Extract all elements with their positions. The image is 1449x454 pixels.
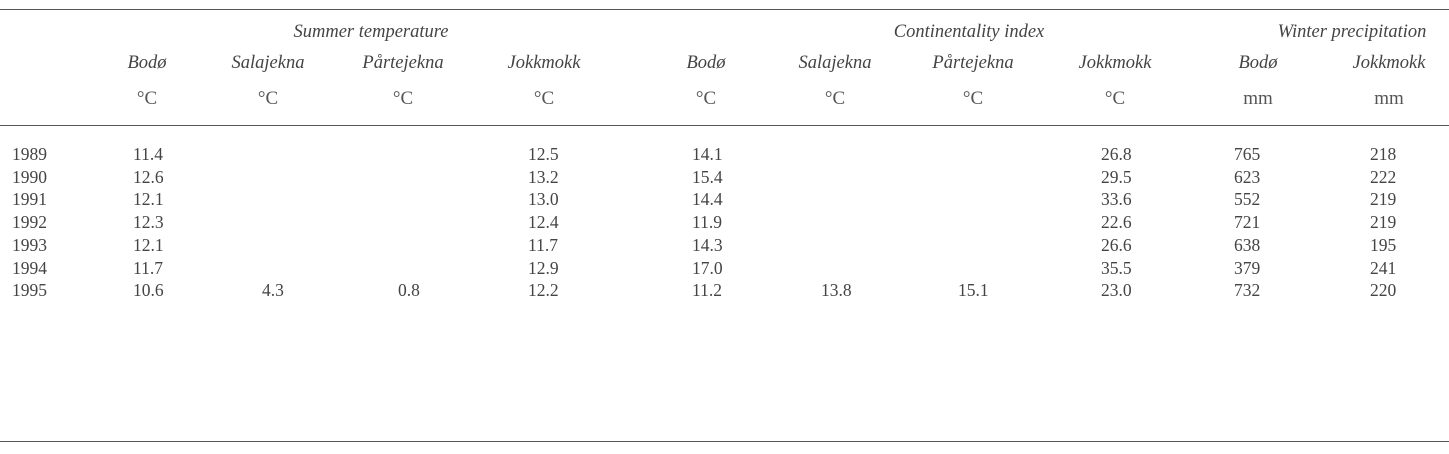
table-cell: 12.1 — [133, 235, 164, 255]
row-year: 1995 — [12, 280, 47, 300]
table-cell: 11.7 — [133, 258, 163, 278]
group-title: Winter precipitation — [1277, 22, 1427, 42]
column-unit: °C — [695, 88, 717, 109]
table-cell: 11.2 — [692, 280, 722, 300]
column-header: Bodø — [1238, 53, 1278, 73]
table-cell: 219 — [1370, 189, 1397, 209]
row-year: 1991 — [12, 189, 47, 209]
row-year: 1989 — [12, 144, 47, 164]
column-header: Salajekna — [798, 53, 872, 73]
column-unit: °C — [392, 88, 414, 109]
table-cell: 552 — [1234, 189, 1261, 209]
table-cell: 22.6 — [1101, 212, 1132, 232]
table-cell: 12.9 — [528, 258, 559, 278]
table-cell: 765 — [1234, 144, 1261, 164]
table-cell: 4.3 — [262, 280, 284, 300]
column-header: Salajekna — [231, 53, 305, 73]
table-cell: 13.2 — [528, 167, 559, 187]
table-cell: 12.5 — [528, 144, 559, 164]
table-cell: 219 — [1370, 212, 1397, 232]
column-header: Bodø — [686, 53, 726, 73]
table-cell: 623 — [1234, 167, 1261, 187]
table-cell: 12.3 — [133, 212, 164, 232]
table-cell: 11.4 — [133, 144, 163, 164]
column-unit: °C — [1104, 88, 1126, 109]
table-cell: 12.1 — [133, 189, 164, 209]
column-header: Pårtejekna — [932, 53, 1014, 73]
column-unit: °C — [824, 88, 846, 109]
column-header: Pårtejekna — [362, 53, 444, 73]
group-title: Continentality index — [893, 22, 1045, 42]
table-cell: 241 — [1370, 258, 1397, 278]
table-cell: 23.0 — [1101, 280, 1132, 300]
column-unit: mm — [1374, 88, 1404, 109]
header-rule — [0, 125, 1449, 126]
table-cell: 11.9 — [692, 212, 722, 232]
table-cell: 13.8 — [821, 280, 852, 300]
table-cell: 195 — [1370, 235, 1397, 255]
top-rule — [0, 9, 1449, 10]
table-cell: 15.4 — [692, 167, 723, 187]
row-year: 1993 — [12, 235, 47, 255]
table-cell: 29.5 — [1101, 167, 1132, 187]
table-cell: 12.2 — [528, 280, 559, 300]
table-cell: 220 — [1370, 280, 1397, 300]
table-cell: 14.4 — [692, 189, 723, 209]
table-cell: 721 — [1234, 212, 1261, 232]
table-cell: 218 — [1370, 144, 1397, 164]
table-cell: 638 — [1234, 235, 1261, 255]
column-unit: °C — [136, 88, 158, 109]
table-cell: 12.6 — [133, 167, 164, 187]
column-unit: °C — [257, 88, 279, 109]
column-header: Jokkmokk — [1352, 53, 1426, 73]
table-cell: 10.6 — [133, 280, 164, 300]
column-header: Jokkmokk — [507, 53, 581, 73]
row-year: 1992 — [12, 212, 47, 232]
row-year: 1994 — [12, 258, 47, 278]
group-title: Summer temperature — [293, 22, 449, 42]
column-header: Jokkmokk — [1078, 53, 1152, 73]
table-cell: 14.1 — [692, 144, 723, 164]
table-cell: 33.6 — [1101, 189, 1132, 209]
column-unit: mm — [1243, 88, 1273, 109]
table-cell: 17.0 — [692, 258, 723, 278]
row-year: 1990 — [12, 167, 47, 187]
table-cell: 15.1 — [958, 280, 989, 300]
table-cell: 26.8 — [1101, 144, 1132, 164]
table-cell: 26.6 — [1101, 235, 1132, 255]
bottom-rule — [0, 441, 1449, 442]
table-cell: 14.3 — [692, 235, 723, 255]
table-cell: 35.5 — [1101, 258, 1132, 278]
table-cell: 12.4 — [528, 212, 559, 232]
table-cell: 13.0 — [528, 189, 559, 209]
column-unit: °C — [962, 88, 984, 109]
table-cell: 0.8 — [398, 280, 420, 300]
table-cell: 379 — [1234, 258, 1261, 278]
table-cell: 11.7 — [528, 235, 558, 255]
column-header: Bodø — [127, 53, 167, 73]
table-cell: 732 — [1234, 280, 1261, 300]
table-cell: 222 — [1370, 167, 1397, 187]
column-unit: °C — [533, 88, 555, 109]
